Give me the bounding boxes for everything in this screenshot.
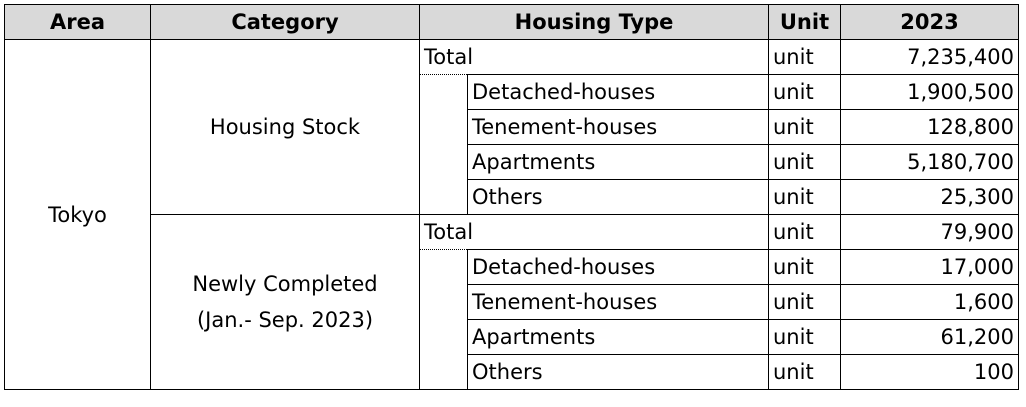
housing-type-cell: Apartments (467, 144, 769, 180)
indent-cell (419, 319, 468, 355)
unit-cell: unit (768, 214, 841, 250)
table-row: Newly Completed (Jan.- Sep. 2023) Total u… (5, 214, 1019, 390)
value-cell: 128,800 (840, 109, 1019, 145)
header-year: 2023 (840, 4, 1019, 40)
value-cell: 100 (840, 354, 1019, 390)
table-row: Apartments unit 5,180,700 (5, 144, 1019, 180)
value-cell: 1,600 (840, 284, 1019, 320)
table-row: Apartments unit 61,200 (5, 319, 1019, 355)
value-cell: 5,180,700 (840, 144, 1019, 180)
value-cell: 61,200 (840, 319, 1019, 355)
header-unit: Unit (768, 4, 841, 40)
table-row: Detached-houses unit 17,000 (5, 249, 1019, 285)
indent-cell (419, 74, 468, 110)
table-row: Tokyo Housing Stock Total unit 7,235,400 (4, 39, 1019, 390)
indent-cell (419, 284, 468, 320)
value-cell: 1,900,500 (840, 74, 1019, 110)
indent-cell (419, 179, 468, 215)
housing-type-cell: Detached-houses (467, 74, 769, 110)
unit-cell: unit (768, 354, 841, 390)
housing-type-cell: Tenement-houses (467, 109, 769, 145)
housing-type-cell: Others (467, 354, 769, 390)
unit-cell: unit (768, 319, 841, 355)
category-cell-newly-completed: Newly Completed (Jan.- Sep. 2023) (150, 214, 420, 390)
area-cell: Tokyo (4, 39, 151, 390)
housing-table: Area Category Housing Type Unit 2023 Tok… (4, 4, 1019, 390)
value-cell: 79,900 (840, 214, 1019, 250)
housing-type-cell: Others (467, 179, 769, 215)
header-category: Category (150, 4, 420, 40)
unit-cell: unit (768, 284, 841, 320)
unit-cell: unit (768, 74, 841, 110)
header-area: Area (4, 4, 151, 40)
indent-cell (419, 109, 468, 145)
unit-cell: unit (768, 249, 841, 285)
category-label: Housing Stock (209, 115, 361, 139)
header-housing-type: Housing Type (419, 4, 769, 40)
unit-cell: unit (768, 144, 841, 180)
unit-cell: unit (768, 179, 841, 215)
category-cell-housing-stock: Housing Stock (150, 39, 420, 215)
indent-cell (419, 144, 468, 180)
housing-type-cell: Total (419, 214, 769, 250)
category-label: Newly Completed (192, 272, 378, 296)
table-row: Detached-houses unit 1,900,500 (5, 74, 1019, 110)
indent-cell (419, 249, 468, 285)
value-cell: 7,235,400 (840, 39, 1019, 75)
housing-type-cell: Detached-houses (467, 249, 769, 285)
housing-type-cell: Tenement-houses (467, 284, 769, 320)
header-row: Area Category Housing Type Unit 2023 (4, 4, 1019, 40)
category-period: (Jan.- Sep. 2023) (196, 308, 374, 332)
unit-cell: unit (768, 39, 841, 75)
value-cell: 25,300 (840, 179, 1019, 215)
table-row: Others unit 100 (5, 354, 1019, 390)
unit-cell: unit (768, 109, 841, 145)
housing-type-cell: Apartments (467, 319, 769, 355)
indent-cell (419, 354, 468, 390)
value-cell: 17,000 (840, 249, 1019, 285)
table-row: Others unit 25,300 (5, 179, 1019, 215)
housing-type-cell: Total (419, 39, 769, 75)
